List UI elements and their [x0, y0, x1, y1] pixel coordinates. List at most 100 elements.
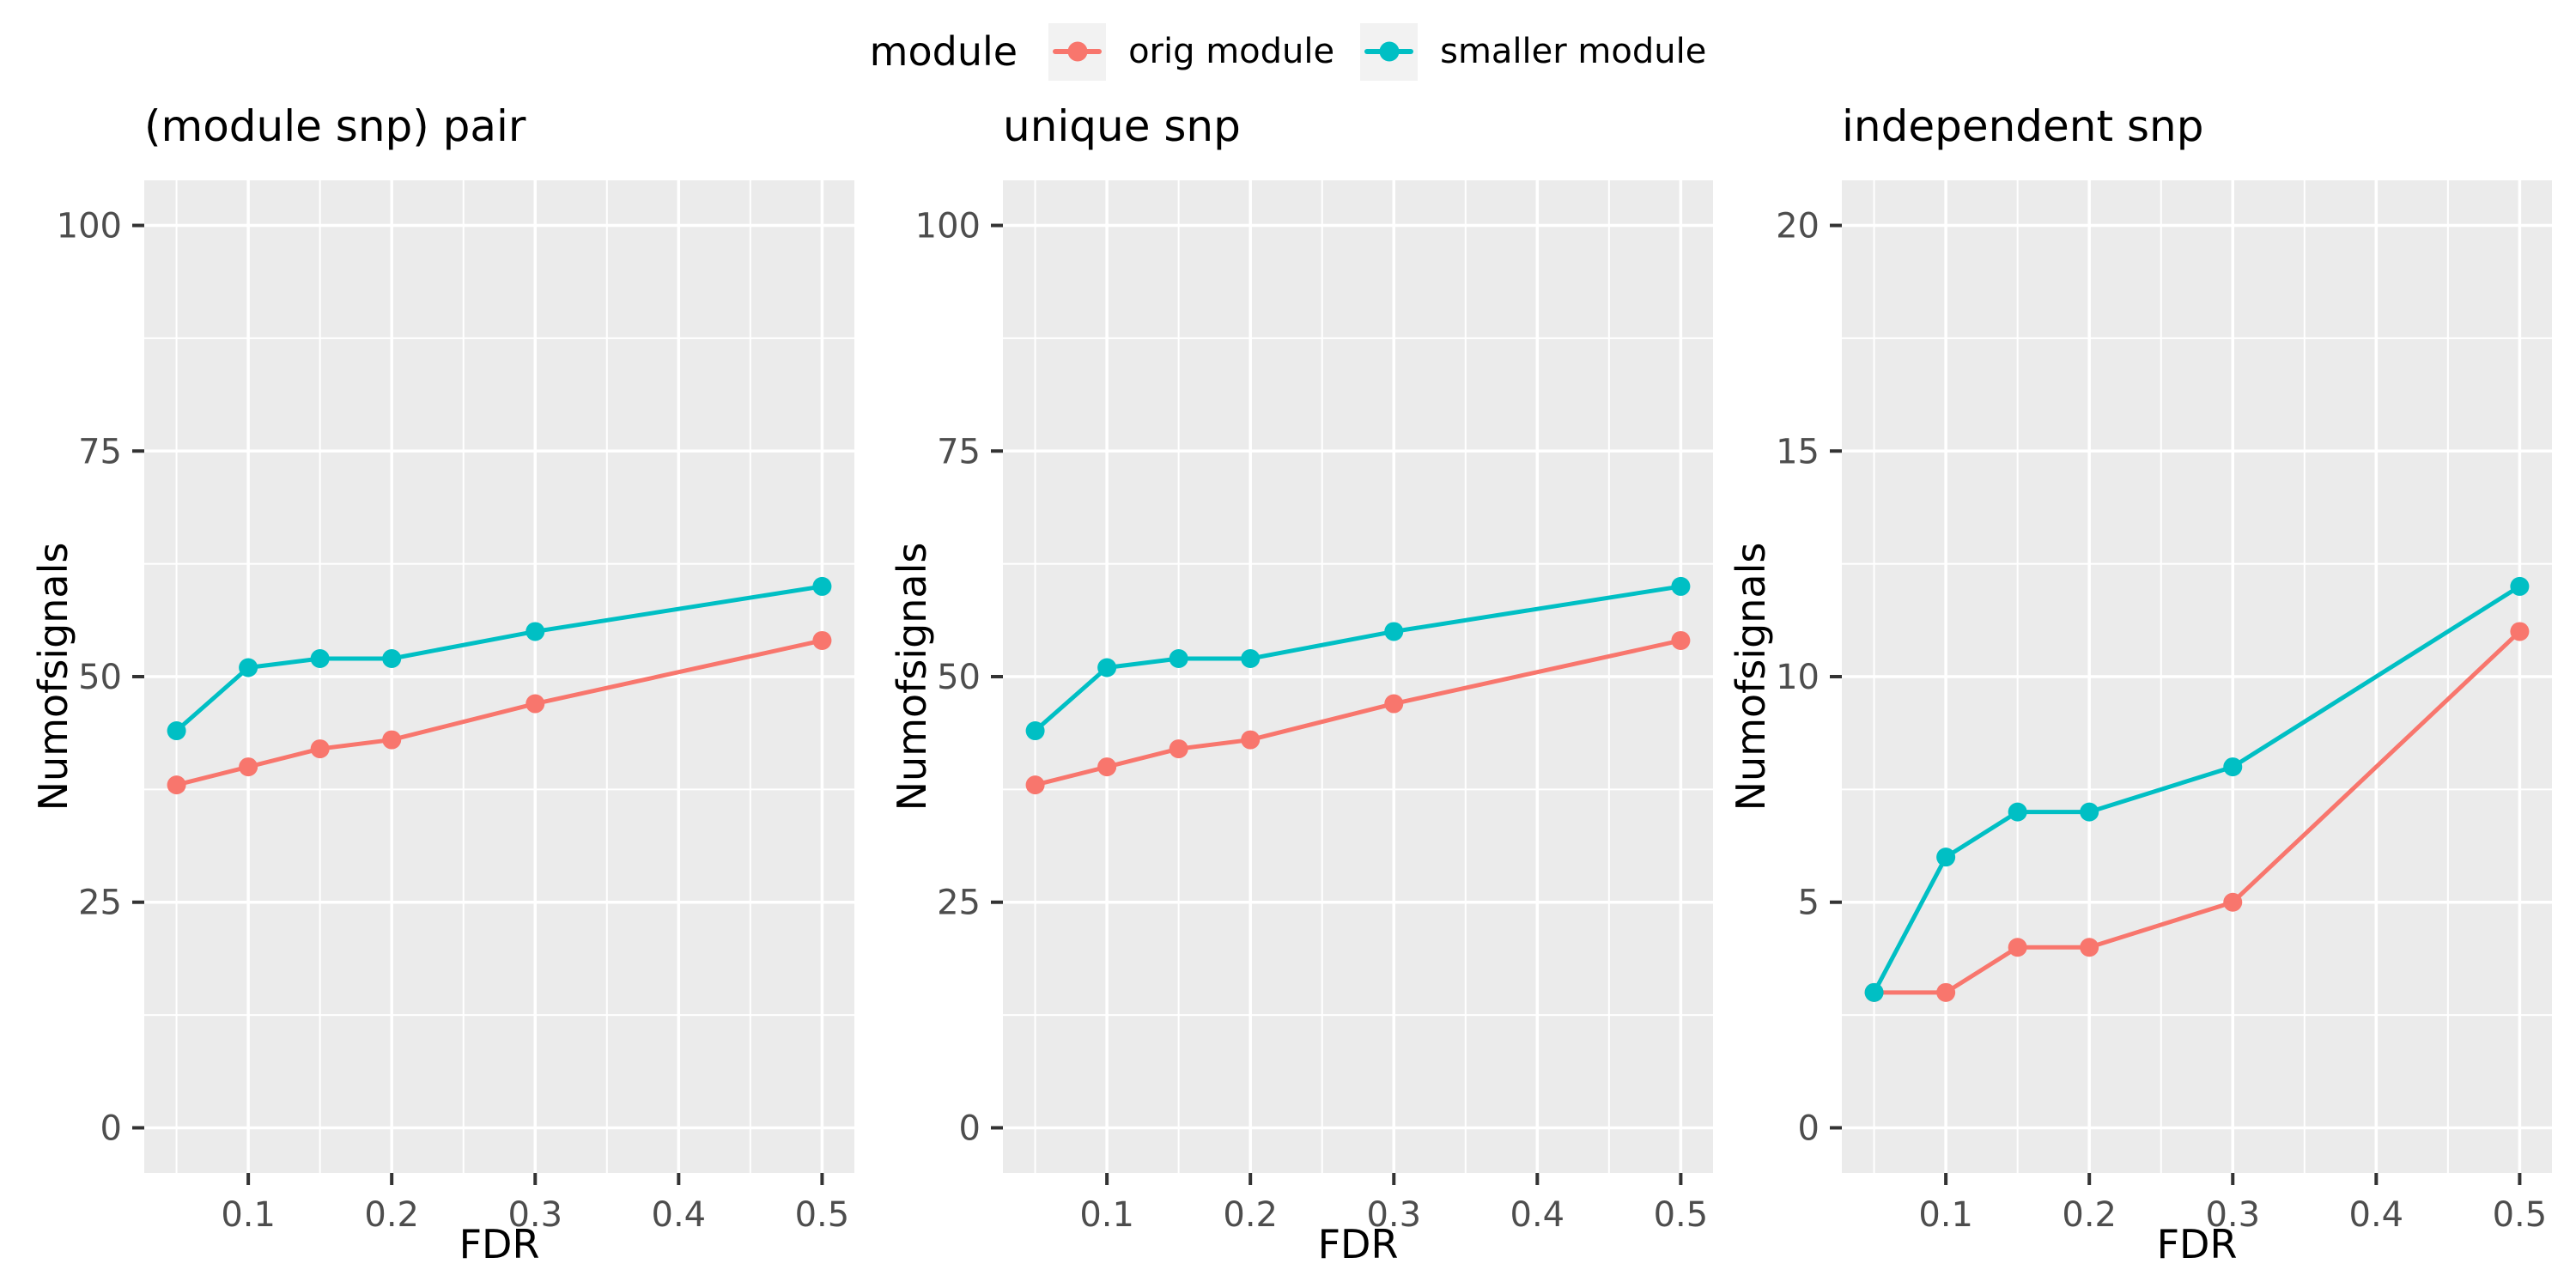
panel-unique-snp: unique snp Numofsignals 0.1 0.2 0.3 0.4 0.5 0…	[859, 0, 1722, 1288]
data-point	[1169, 648, 1188, 668]
data-point	[310, 739, 330, 759]
y-axis-ticks: 0 5 10 15 20	[1776, 207, 1842, 1148]
data-point	[382, 730, 402, 750]
series-line	[174, 584, 823, 732]
series-line	[1872, 584, 2521, 993]
series-line	[175, 638, 823, 787]
data-point	[1384, 694, 1404, 714]
legend-title: module	[869, 28, 1018, 75]
panel-title: unique snp	[1003, 101, 1241, 151]
x-axis-title: FDR	[1317, 1221, 1399, 1267]
series-smaller-module	[167, 576, 832, 741]
plot-independent-snp-svg: 0.1 0.2 0.3 0.4 0.5 0 5 10 15 20	[1776, 180, 2552, 1235]
y-tick-label: 20	[1776, 207, 1820, 246]
data-point	[239, 658, 258, 677]
legend: module orig module smaller module	[0, 0, 2576, 103]
plot-unique-snp-svg: 0.1 0.2 0.3 0.4 0.5 0 25 50 75 100	[915, 180, 1713, 1235]
x-axis-ticks: 0.1 0.2 0.3 0.4 0.5	[221, 1173, 849, 1235]
series-orig-module	[1025, 630, 1691, 795]
x-tick-label: 0.2	[1223, 1195, 1278, 1235]
legend-point-icon	[1067, 41, 1088, 62]
legend-label-smaller-module: smaller module	[1440, 32, 1707, 71]
x-axis-title: FDR	[2156, 1221, 2238, 1267]
x-tick-label: 0.4	[2349, 1195, 2404, 1235]
x-tick-label: 0.4	[652, 1195, 707, 1235]
y-tick-label: 50	[937, 658, 981, 697]
y-axis-ticks: 0 25 50 75 100	[915, 207, 1003, 1148]
y-tick-label: 10	[1776, 658, 1820, 697]
data-point	[2223, 892, 2243, 912]
data-point	[2008, 938, 2027, 957]
panel-title: independent snp	[1842, 101, 2204, 151]
data-point	[310, 648, 330, 668]
data-point	[526, 694, 545, 714]
legend-point-icon	[1379, 41, 1400, 62]
y-tick-label: 50	[78, 658, 122, 697]
data-point	[1936, 848, 1956, 867]
data-point	[1671, 630, 1691, 650]
data-point	[2080, 938, 2099, 957]
data-point	[1241, 648, 1261, 668]
y-tick-label: 25	[937, 884, 981, 923]
x-tick-label: 0.1	[1918, 1195, 1973, 1235]
y-axis-ticks: 0 25 50 75 100	[57, 207, 144, 1148]
data-point	[1864, 982, 1884, 1002]
x-tick-label: 0.4	[1510, 1195, 1565, 1235]
data-point	[2510, 576, 2530, 596]
y-tick-label: 100	[57, 207, 122, 246]
x-axis-title: FDR	[459, 1221, 540, 1267]
data-point	[239, 757, 258, 777]
major-gridlines	[1842, 180, 2552, 1173]
series-smaller-module	[1864, 576, 2530, 1002]
data-point	[1671, 576, 1691, 596]
legend-label-orig-module: orig module	[1128, 32, 1335, 71]
y-tick-label: 100	[915, 207, 981, 246]
data-point	[1097, 757, 1117, 777]
x-tick-label: 0.5	[795, 1195, 850, 1235]
x-tick-label: 0.3	[1366, 1195, 1421, 1235]
panel-independent-snp: independent snp Numofsignals 0.1 0.2 0.3 0.…	[1698, 0, 2561, 1288]
major-gridlines	[1003, 180, 1713, 1173]
x-tick-label: 0.2	[364, 1195, 419, 1235]
legend-item-orig-module: orig module	[1048, 22, 1335, 81]
x-tick-label: 0.1	[1079, 1195, 1134, 1235]
legend-key-smaller-module	[1360, 22, 1419, 81]
plot-module-snp-pair-svg: 0.1 0.2 0.3 0.4 0.5 0 25 50 75 100	[57, 180, 854, 1235]
data-point	[1097, 658, 1117, 677]
data-point	[1241, 730, 1261, 750]
legend-key-orig-module	[1048, 22, 1107, 81]
data-point	[2223, 757, 2243, 777]
data-point	[1169, 739, 1188, 759]
panel-module-snp-pair: (module snp) pair Numofsignals 0.1 0.2 0.3…	[0, 0, 863, 1288]
series-line	[1874, 629, 2522, 995]
data-point	[812, 576, 832, 596]
data-point	[167, 775, 186, 795]
y-tick-label: 0	[959, 1109, 981, 1148]
data-point	[1025, 775, 1045, 795]
x-tick-label: 0.2	[2062, 1195, 2117, 1235]
data-point	[1936, 982, 1956, 1002]
major-gridlines	[144, 180, 854, 1173]
x-axis-ticks: 0.1 0.2 0.3 0.4 0.5	[1918, 1173, 2547, 1235]
data-point	[526, 622, 545, 641]
x-tick-label: 0.5	[1654, 1195, 1709, 1235]
series-smaller-module	[1025, 576, 1691, 741]
y-tick-label: 0	[100, 1109, 122, 1148]
y-tick-label: 0	[1798, 1109, 1820, 1148]
series-line	[1033, 584, 1681, 732]
y-tick-label: 5	[1798, 884, 1820, 923]
panel-title: (module snp) pair	[144, 101, 526, 151]
y-tick-label: 25	[78, 884, 122, 923]
y-tick-label: 15	[1776, 432, 1820, 471]
x-tick-label: 0.1	[221, 1195, 276, 1235]
x-axis-ticks: 0.1 0.2 0.3 0.4 0.5	[1079, 1173, 1708, 1235]
series-orig-module	[167, 630, 832, 795]
data-point	[812, 630, 832, 650]
series-line	[1034, 638, 1681, 787]
legend-item-smaller-module: smaller module	[1360, 22, 1707, 81]
data-point	[1384, 622, 1404, 641]
data-point	[2080, 802, 2099, 822]
data-point	[382, 648, 402, 668]
x-tick-label: 0.3	[2205, 1195, 2260, 1235]
data-point	[1025, 721, 1045, 741]
